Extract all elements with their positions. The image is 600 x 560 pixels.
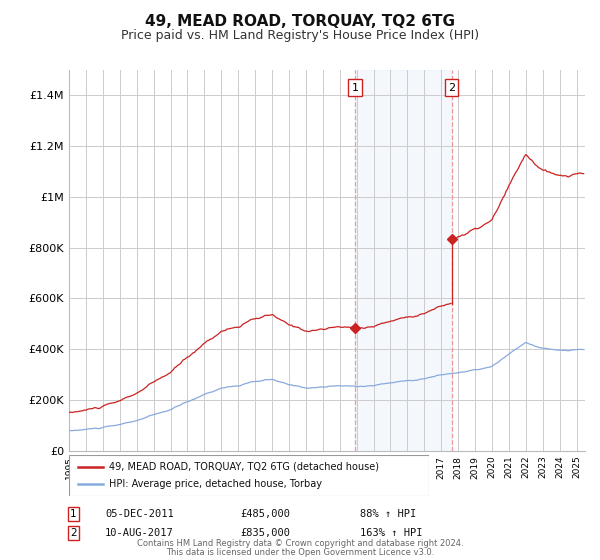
Text: 1: 1 xyxy=(352,83,359,93)
Bar xyxy=(355,70,452,451)
Text: £835,000: £835,000 xyxy=(240,528,290,538)
Text: 05-DEC-2011: 05-DEC-2011 xyxy=(105,509,174,519)
Text: This data is licensed under the Open Government Licence v3.0.: This data is licensed under the Open Gov… xyxy=(166,548,434,557)
Text: 1: 1 xyxy=(70,509,77,519)
Text: 49, MEAD ROAD, TORQUAY, TQ2 6TG (detached house): 49, MEAD ROAD, TORQUAY, TQ2 6TG (detache… xyxy=(109,461,379,472)
Text: HPI: Average price, detached house, Torbay: HPI: Average price, detached house, Torb… xyxy=(109,479,322,489)
Text: 88% ↑ HPI: 88% ↑ HPI xyxy=(360,509,416,519)
Text: 2: 2 xyxy=(448,83,455,93)
Text: Contains HM Land Registry data © Crown copyright and database right 2024.: Contains HM Land Registry data © Crown c… xyxy=(137,539,463,548)
Text: 163% ↑ HPI: 163% ↑ HPI xyxy=(360,528,422,538)
Text: 2: 2 xyxy=(70,528,77,538)
Text: 49, MEAD ROAD, TORQUAY, TQ2 6TG: 49, MEAD ROAD, TORQUAY, TQ2 6TG xyxy=(145,14,455,29)
Text: Price paid vs. HM Land Registry's House Price Index (HPI): Price paid vs. HM Land Registry's House … xyxy=(121,29,479,42)
Text: 10-AUG-2017: 10-AUG-2017 xyxy=(105,528,174,538)
Text: £485,000: £485,000 xyxy=(240,509,290,519)
